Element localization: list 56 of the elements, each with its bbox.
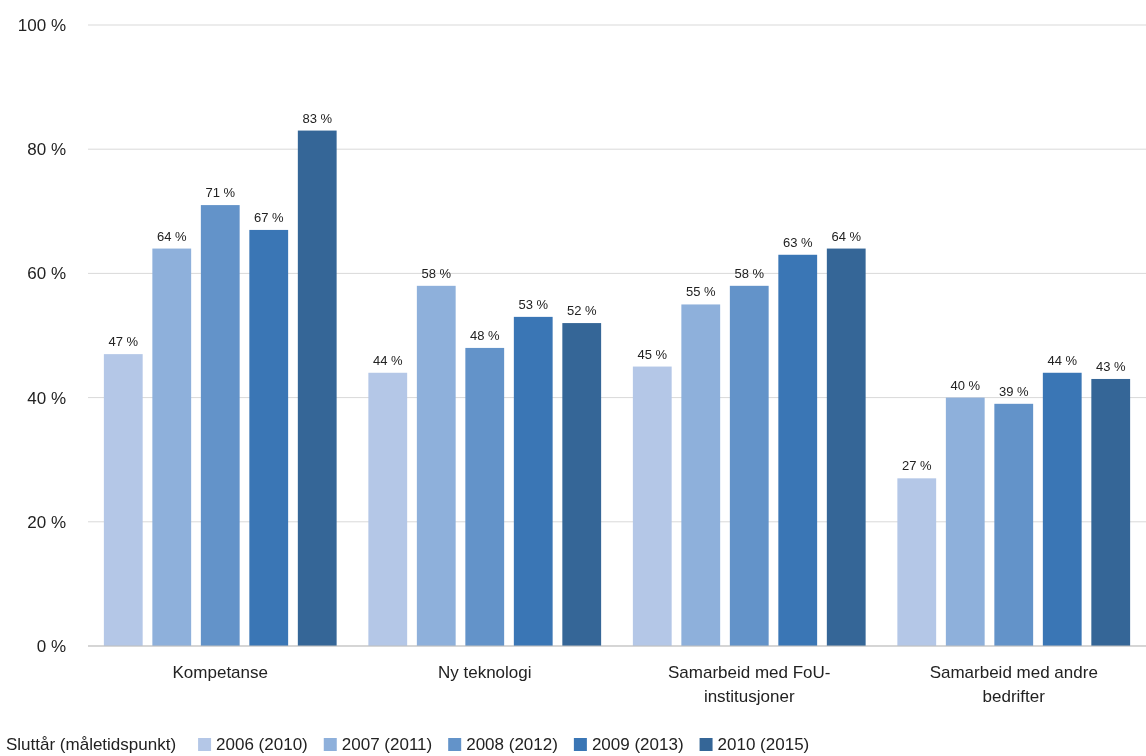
data-label: 63 % — [782, 234, 813, 250]
data-label: 44 % — [372, 352, 404, 368]
data-label: 83 % — [302, 110, 333, 126]
data-label: 55 % — [685, 284, 717, 300]
legend-label: 2010 (2015) — [717, 735, 810, 754]
data-label: 67 % — [253, 209, 284, 225]
legend-label: 2009 (2013) — [591, 735, 684, 754]
y-tick-label: 40 % — [27, 388, 66, 408]
bar — [297, 130, 337, 646]
bar — [368, 372, 408, 646]
legend-label: 2007 (2011) — [341, 735, 433, 754]
x-tick-label: Samarbeid med andre bedrifter — [929, 663, 1098, 706]
x-tick-label: Kompetanse — [172, 663, 268, 682]
data-label: 64 % — [831, 228, 862, 244]
legend-label: 2008 (2012) — [466, 735, 558, 754]
bar — [681, 304, 721, 646]
legend-label: 2006 (2010) — [216, 735, 308, 754]
data-label: 48 % — [469, 327, 500, 343]
bar — [826, 248, 866, 646]
bar — [729, 285, 769, 646]
bar — [200, 205, 240, 646]
bar — [778, 254, 818, 646]
y-tick-label: 20 % — [27, 512, 66, 532]
bar — [513, 316, 553, 646]
bar — [994, 403, 1034, 646]
bar — [103, 354, 143, 646]
bar — [249, 229, 289, 646]
data-label: 52 % — [566, 303, 597, 319]
y-tick-label: 60 % — [27, 264, 66, 284]
data-label: 45 % — [637, 346, 668, 362]
data-label: 44 % — [1047, 352, 1078, 368]
x-tick-label: Ny teknologi — [437, 663, 532, 682]
legend-title: Sluttår (måletidspunkt) — [6, 735, 177, 754]
data-label: 43 % — [1095, 358, 1126, 374]
y-tick-label: 0 % — [36, 636, 66, 656]
bar — [945, 397, 985, 646]
bar — [897, 478, 937, 646]
data-label: 27 % — [901, 458, 933, 474]
x-tick-label: Samarbeid med FoU-institusjoner — [667, 663, 831, 706]
data-label: 58 % — [421, 265, 452, 281]
data-label: 64 % — [156, 228, 188, 244]
bar — [416, 285, 456, 646]
bar — [562, 323, 602, 646]
data-label: 39 % — [998, 383, 1029, 399]
y-tick-label: 100 % — [17, 15, 66, 35]
data-label: 71 % — [205, 185, 236, 201]
data-label: 47 % — [108, 334, 139, 350]
bar — [465, 347, 505, 646]
bar — [152, 248, 192, 646]
data-label: 53 % — [518, 296, 549, 312]
y-tick-label: 80 % — [27, 140, 66, 160]
data-label: 40 % — [950, 377, 981, 393]
bar — [1042, 372, 1082, 646]
data-label: 58 % — [734, 265, 765, 281]
bar — [1091, 378, 1131, 646]
bar — [632, 366, 672, 646]
